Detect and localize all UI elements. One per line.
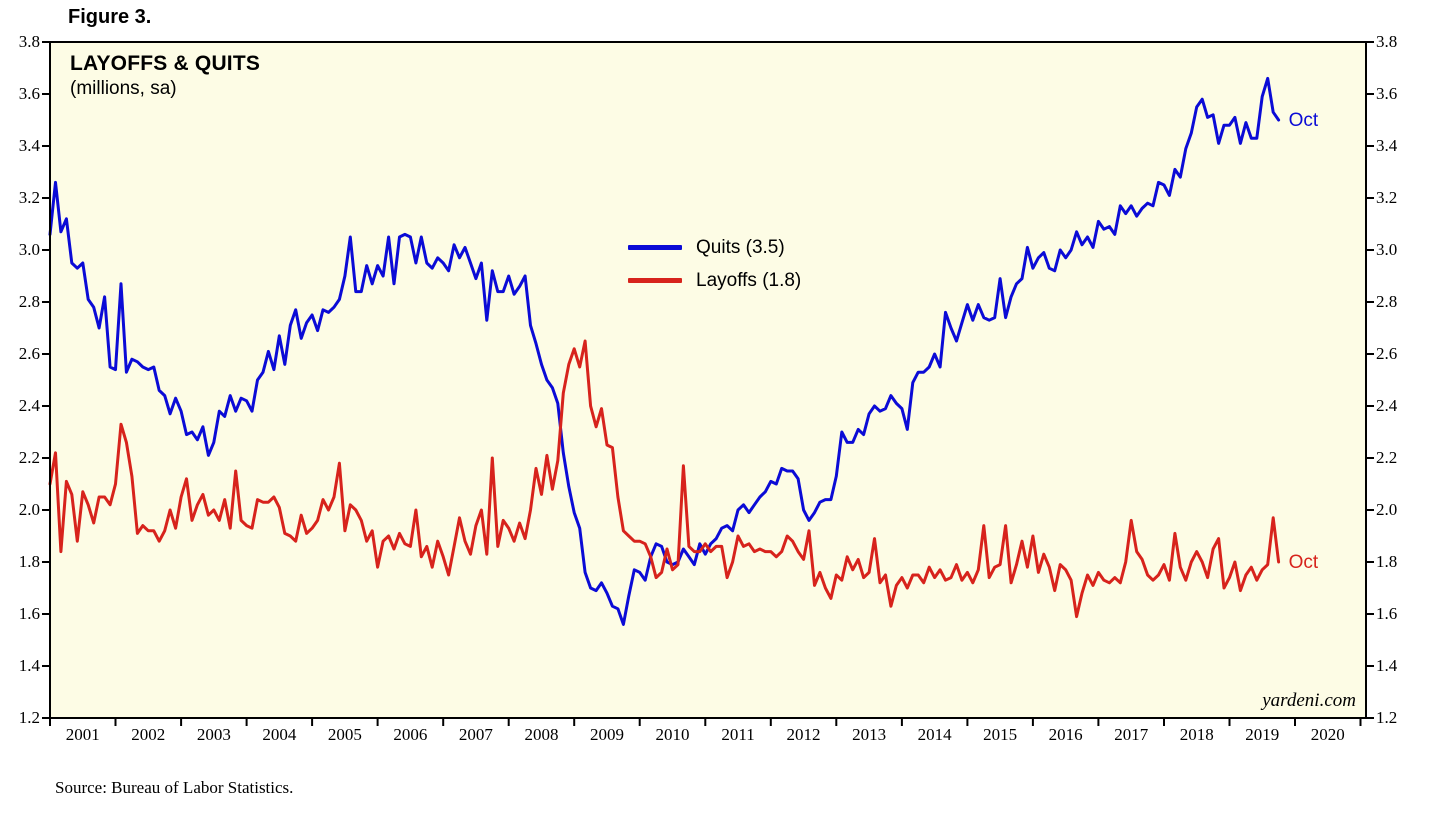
y-axis-label-right: 3.2 — [1376, 188, 1398, 207]
y-axis-label-right: 1.8 — [1376, 552, 1398, 571]
watermark: yardeni.com — [1262, 690, 1356, 711]
y-axis-label-left: 1.4 — [18, 656, 40, 675]
figure-label: Figure 3. — [68, 6, 152, 28]
y-axis-label-left: 1.2 — [18, 708, 40, 727]
legend-item-layoffs: Layoffs (1.8) — [628, 264, 801, 297]
y-axis-label-left: 1.8 — [18, 552, 40, 571]
y-axis-label-right: 2.6 — [1376, 344, 1398, 363]
legend-label-layoffs: Layoffs (1.8) — [696, 269, 802, 291]
y-axis-label-left: 2.2 — [18, 448, 40, 467]
series-line-layoffs — [48, 339, 1281, 619]
y-axis-label-left: 3.6 — [18, 84, 40, 103]
y-axis-label-left: 2.0 — [18, 500, 40, 519]
y-axis-label-right: 2.8 — [1376, 292, 1398, 311]
legend-label-quits: Quits (3.5) — [696, 236, 785, 258]
chart-title: LAYOFFS & QUITS — [70, 52, 261, 75]
y-axis-label-left: 3.0 — [18, 240, 40, 259]
legend-item-quits: Quits (3.5) — [628, 231, 801, 264]
quits-line-swatch — [628, 245, 682, 250]
y-axis-label-right: 2.0 — [1376, 500, 1398, 519]
series-end-label-quits: Oct — [1289, 110, 1319, 131]
series-end-label-layoffs: Oct — [1289, 552, 1319, 573]
y-axis-label-right: 1.4 — [1376, 656, 1398, 675]
y-axis-label-right: 2.4 — [1376, 396, 1398, 415]
y-axis-label-right: 3.6 — [1376, 84, 1398, 103]
y-axis-label-right: 2.2 — [1376, 448, 1398, 467]
source-line: Source: Bureau of Labor Statistics. — [55, 778, 294, 797]
y-axis-label-right: 1.2 — [1376, 708, 1398, 727]
layoffs-line-swatch — [628, 278, 682, 283]
y-axis-label-left: 2.8 — [18, 292, 40, 311]
y-axis-label-left: 2.4 — [18, 396, 40, 415]
y-axis-label-left: 3.2 — [18, 188, 40, 207]
legend: Quits (3.5) Layoffs (1.8) — [628, 231, 801, 297]
chart-canvas: Oct Oct — [42, 41, 1374, 726]
y-axis-label-right: 3.4 — [1376, 136, 1398, 155]
y-axis-label-right: 3.0 — [1376, 240, 1398, 259]
y-axis-label-left: 1.6 — [18, 604, 40, 623]
plot-border — [49, 41, 1367, 719]
y-axis-label-right: 3.8 — [1376, 32, 1398, 51]
y-axis-label-left: 2.6 — [18, 344, 40, 363]
y-axis-label-left: 3.8 — [18, 32, 40, 51]
y-axis-label-right: 1.6 — [1376, 604, 1398, 623]
chart-subtitle: (millions, sa) — [70, 78, 177, 99]
y-axis-label-left: 3.4 — [18, 136, 40, 155]
plot-area — [50, 42, 1366, 718]
